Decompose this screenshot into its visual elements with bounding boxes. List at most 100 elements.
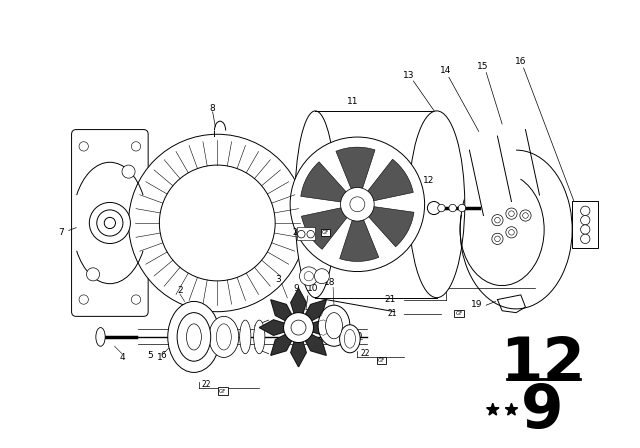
Text: 13: 13: [403, 71, 415, 80]
Text: 1: 1: [157, 353, 162, 362]
Circle shape: [449, 204, 456, 212]
Polygon shape: [298, 327, 326, 355]
Polygon shape: [505, 403, 518, 415]
Text: 21: 21: [293, 228, 302, 237]
Circle shape: [520, 210, 531, 221]
Ellipse shape: [96, 327, 105, 346]
Ellipse shape: [168, 302, 220, 372]
Circle shape: [307, 230, 314, 238]
Polygon shape: [298, 300, 326, 327]
Text: 20: 20: [351, 332, 363, 341]
Text: 22: 22: [360, 349, 370, 358]
Text: 19: 19: [471, 300, 483, 309]
Text: GF: GF: [456, 311, 463, 316]
Polygon shape: [271, 327, 298, 355]
Text: 12: 12: [500, 335, 585, 394]
Circle shape: [122, 165, 135, 178]
Circle shape: [580, 206, 590, 215]
Ellipse shape: [295, 111, 336, 297]
Text: 14: 14: [440, 66, 451, 75]
Circle shape: [90, 202, 131, 244]
Text: 8: 8: [210, 103, 216, 112]
Circle shape: [284, 313, 314, 343]
Circle shape: [580, 225, 590, 234]
Wedge shape: [301, 204, 357, 250]
Ellipse shape: [409, 111, 465, 297]
Circle shape: [290, 137, 424, 271]
Circle shape: [159, 165, 275, 281]
Text: GF: GF: [322, 230, 329, 235]
Circle shape: [495, 217, 500, 223]
Circle shape: [129, 134, 306, 312]
Text: 5: 5: [147, 351, 153, 360]
Circle shape: [314, 269, 330, 284]
Circle shape: [428, 202, 440, 215]
Wedge shape: [357, 204, 414, 247]
Circle shape: [492, 233, 503, 245]
Circle shape: [509, 229, 515, 235]
Circle shape: [458, 204, 466, 212]
Circle shape: [291, 320, 306, 335]
Wedge shape: [340, 204, 379, 262]
Text: 6: 6: [160, 351, 166, 360]
Text: 11: 11: [347, 97, 358, 106]
Polygon shape: [291, 289, 307, 327]
Text: 2: 2: [177, 286, 182, 295]
Circle shape: [298, 230, 305, 238]
Circle shape: [492, 215, 503, 226]
Polygon shape: [298, 320, 338, 335]
Circle shape: [350, 197, 365, 212]
Text: 4: 4: [119, 353, 125, 362]
Circle shape: [580, 215, 590, 225]
Circle shape: [131, 295, 141, 304]
Wedge shape: [301, 162, 357, 204]
Text: 21: 21: [387, 309, 397, 318]
Circle shape: [131, 142, 141, 151]
Circle shape: [509, 211, 515, 216]
Ellipse shape: [340, 325, 360, 353]
Text: 15: 15: [477, 61, 488, 71]
Bar: [572, 202, 598, 248]
Circle shape: [523, 213, 528, 218]
Wedge shape: [357, 159, 413, 204]
Ellipse shape: [318, 305, 350, 346]
Circle shape: [300, 267, 318, 285]
Text: 7: 7: [58, 228, 64, 237]
Text: GF: GF: [378, 358, 385, 363]
Polygon shape: [259, 320, 298, 335]
Circle shape: [495, 236, 500, 241]
Text: 3: 3: [275, 275, 281, 284]
Circle shape: [97, 210, 123, 236]
Text: 16: 16: [515, 57, 527, 66]
Circle shape: [104, 217, 115, 228]
Circle shape: [340, 187, 374, 221]
Text: 12: 12: [422, 177, 434, 185]
Text: 17: 17: [300, 309, 312, 318]
Polygon shape: [486, 403, 499, 415]
Bar: [297, 227, 316, 240]
Text: 9: 9: [294, 284, 300, 293]
Circle shape: [304, 271, 314, 281]
Ellipse shape: [326, 313, 342, 339]
Ellipse shape: [186, 324, 202, 350]
Text: 22: 22: [202, 380, 211, 389]
Polygon shape: [291, 327, 307, 367]
FancyBboxPatch shape: [72, 129, 148, 316]
Circle shape: [79, 295, 88, 304]
Circle shape: [580, 234, 590, 244]
Ellipse shape: [209, 316, 239, 358]
Text: 21: 21: [385, 295, 396, 304]
Circle shape: [506, 227, 517, 238]
Circle shape: [79, 142, 88, 151]
Ellipse shape: [216, 324, 231, 350]
Circle shape: [86, 268, 100, 281]
Circle shape: [438, 204, 445, 212]
Text: 9: 9: [521, 382, 564, 441]
Ellipse shape: [240, 320, 251, 354]
Text: 10: 10: [307, 284, 318, 293]
Wedge shape: [336, 147, 375, 204]
Text: 18: 18: [324, 278, 335, 287]
Circle shape: [506, 208, 517, 219]
Ellipse shape: [344, 329, 355, 348]
Ellipse shape: [253, 320, 265, 354]
